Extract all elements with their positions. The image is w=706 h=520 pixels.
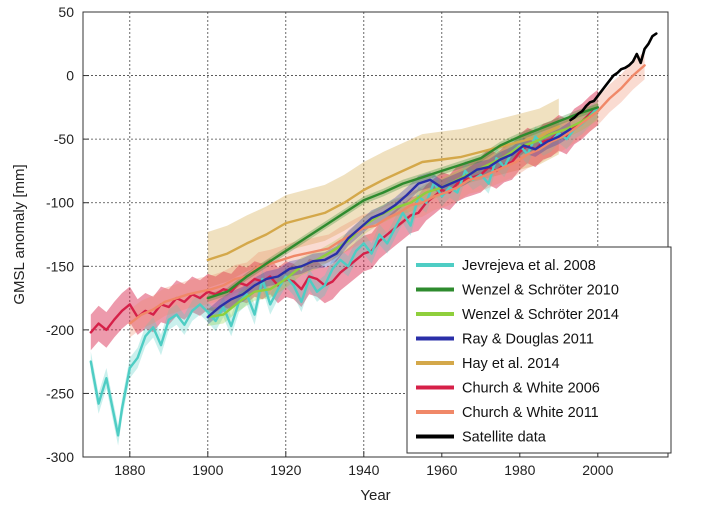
legend: Jevrejeva et al. 2008 Wenzel & Schröter 2… (406, 246, 672, 454)
x-tick-label: 1980 (504, 462, 535, 478)
band-wenzel-schroter-2010 (207, 103, 598, 302)
x-tick-label: 1940 (348, 462, 379, 478)
y-tick-label: -300 (46, 449, 74, 465)
legend-label-wenzel-schroter-2014: Wenzel & Schröter 2014 (462, 307, 619, 323)
series-lines (89, 32, 658, 437)
band-ray-douglas-2011 (207, 121, 571, 325)
series-line-satellite-data (569, 32, 658, 122)
y-tick-label: -50 (54, 131, 74, 147)
y-tick-label: -250 (46, 385, 74, 401)
y-tick-label: 0 (66, 68, 74, 84)
x-axis-ticks: 1880 1900 1920 1940 1960 1980 2000 (114, 451, 614, 478)
legend-label-jevrejeva-et-al-2008: Jevrejeva et al. 2008 (462, 258, 596, 274)
x-axis-title: Year (360, 487, 390, 504)
legend-label-church-white-2006: Church & White 2006 (462, 381, 600, 397)
series-line-ray-douglas-2011 (206, 127, 572, 319)
series-line-jevrejeva-et-al-2008 (89, 106, 599, 437)
band-church-white-2006 (90, 89, 598, 351)
y-tick-label: 50 (58, 4, 74, 20)
series-line-wenzel-schroter-2014 (206, 109, 599, 319)
y-tick-label: -100 (46, 195, 74, 211)
x-tick-label: 1960 (426, 462, 457, 478)
band-jevrejeva-et-al-2008 (90, 97, 598, 446)
series-line-church-white-2011 (128, 64, 646, 325)
grid-lines (83, 12, 668, 457)
y-axis-title: GMSL anomaly [mm] (11, 164, 28, 304)
legend-label-hay-et-al-2014: Hay et al. 2014 (462, 356, 560, 372)
legend-label-wenzel-schroter-2010: Wenzel & Schröter 2010 (462, 283, 619, 299)
x-tick-label: 2000 (582, 462, 613, 478)
x-tick-label: 1920 (270, 462, 301, 478)
series-line-wenzel-schroter-2010 (206, 106, 599, 300)
y-axis-ticks: -300 -250 -200 -150 -100 -50 0 50 (46, 4, 89, 465)
legend-label-church-white-2011: Church & White 2011 (462, 405, 599, 421)
y-tick-label: -150 (46, 258, 74, 274)
x-tick-label: 1900 (192, 462, 223, 478)
legend-label-satellite-data: Satellite data (462, 430, 547, 446)
legend-box (406, 246, 672, 454)
legend-label-ray-douglas-2011: Ray & Douglas 2011 (462, 332, 594, 348)
y-tick-label: -200 (46, 322, 74, 338)
plot-frame (82, 11, 669, 458)
x-tick-label: 1880 (114, 462, 145, 478)
